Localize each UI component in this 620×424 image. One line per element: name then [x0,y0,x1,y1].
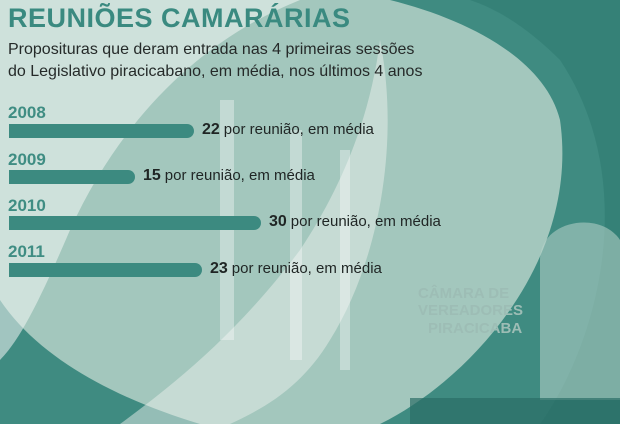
value-suffix-2008: por reunião, em média [223,121,374,138]
chart-subtitle: Proposituras que deram entrada nas 4 pri… [8,41,423,80]
bar-2010 [9,216,261,230]
building-sign-line-1: CÂMARA DE [418,284,509,302]
bar-2011 [9,263,202,277]
category-label-2009: 2009 [8,150,46,169]
value-2009: 15 [143,167,161,184]
value-suffix-2010: por reunião, em média [290,213,441,230]
data-label-2010: 30 por reunião, em média [269,213,441,231]
value-2011: 23 [210,260,228,277]
data-label-2008: 22 por reunião, em média [202,121,374,139]
building-sign-line-2: VEREADORES [418,302,523,319]
category-label-2008: 2008 [8,103,46,122]
building-sign-line-3: PIRACICABA [428,320,522,337]
data-label-2011: 23 por reunião, em média [210,260,382,278]
bar-2009 [9,170,135,184]
category-label-2010: 2010 [8,196,46,215]
category-label-2011: 2011 [8,242,45,261]
value-suffix-2009: por reunião, em média [164,167,315,184]
value-suffix-2011: por reunião, em média [231,260,382,277]
value-2010: 30 [269,213,287,230]
chart-title: REUNIÕES CAMARÁRIAS [8,3,351,33]
data-label-2009: 15 por reunião, em média [143,167,315,185]
value-2008: 22 [202,121,220,138]
bar-2008 [9,124,194,138]
